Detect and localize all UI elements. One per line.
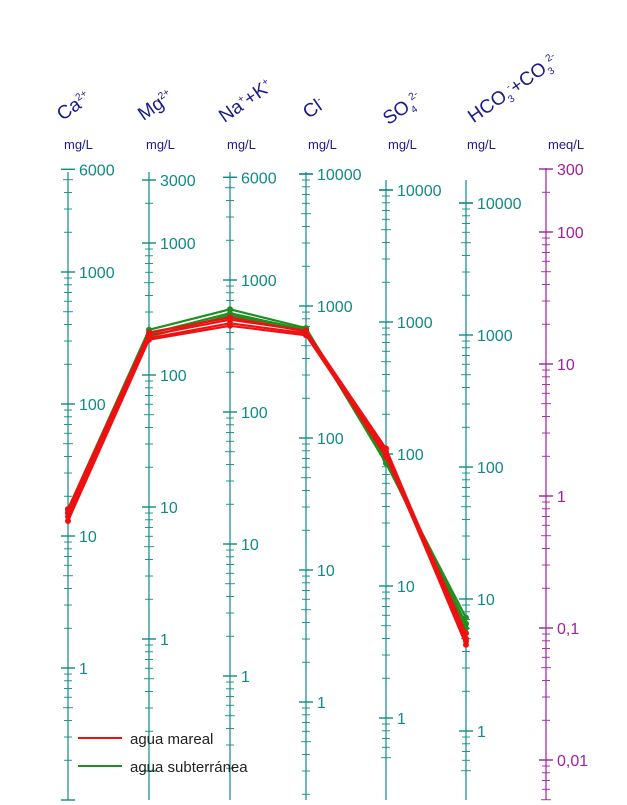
legend: agua mareal agua subterránea	[78, 731, 248, 776]
axis-tick-label: 10000	[397, 183, 442, 200]
axes-layer: 6000100010010130001000100101600010001001…	[61, 162, 588, 801]
series-line-agua-subterr-nea	[66, 308, 467, 625]
axis-tick-label: 10000	[317, 167, 362, 184]
axis-tick-label: 10	[241, 537, 259, 554]
unit-meq: meq/L	[548, 137, 585, 152]
axis-tick-label: 100	[397, 447, 424, 464]
axis-tick-label: 10	[160, 500, 178, 517]
data-point-agua-mareal	[146, 329, 152, 336]
axis-tick-label: 1	[241, 669, 250, 686]
axis-tick-label: 6000	[241, 170, 277, 187]
axis-ca: 6000 1000 100 10 1	[61, 162, 115, 801]
axis-tick-label: 1	[557, 489, 566, 506]
unit-cl: mg/L	[308, 137, 337, 152]
series-line-agua-subterr-nea	[66, 312, 467, 619]
axis-tick-label: 0,01	[557, 753, 588, 770]
series-line-agua-mareal	[66, 322, 468, 642]
series-line-agua-mareal	[67, 316, 468, 634]
axis-so4: 10000 1000 100 10 1	[379, 180, 442, 800]
axis-tick-label: 100	[557, 225, 584, 242]
axis-tick-label: 100	[317, 431, 344, 448]
axis-tick-label: 10	[557, 357, 575, 374]
unit-so4: mg/L	[388, 137, 417, 152]
data-point-agua-mareal	[303, 330, 309, 337]
axis-tick-label: 10000	[477, 196, 522, 213]
axis-tick-label: 100	[160, 368, 187, 385]
axis-meq: 300 100 10 1 0,1 0,01	[539, 162, 588, 801]
unit-mg: mg/L	[146, 137, 175, 152]
axis-tick-label: 100	[477, 460, 504, 477]
axis-tick-label: 1000	[317, 299, 353, 316]
series-line-agua-mareal	[66, 324, 468, 646]
axis-tick-label: 1	[317, 695, 326, 712]
axis-tick-label: 300	[557, 162, 584, 179]
data-point-agua-subterr-nea	[463, 614, 469, 621]
legend-label-agua-subterranea: agua subterránea	[130, 759, 248, 776]
axis-tick-label: 1000	[241, 273, 277, 290]
data-point-agua-mareal	[383, 453, 389, 460]
series-lines-layer	[65, 306, 469, 648]
data-point-agua-mareal	[227, 314, 233, 321]
axis-tick-label: 100	[241, 405, 268, 422]
axis-tick-label: 6000	[79, 162, 115, 179]
data-point-agua-mareal	[65, 513, 71, 520]
data-point-agua-mareal	[65, 518, 71, 524]
axis-tick-label: 1000	[397, 315, 433, 332]
data-point-agua-mareal	[463, 638, 469, 645]
unit-hco3: mg/L	[467, 137, 496, 152]
axis-hco3-co3: 10000 1000 100 10 1	[459, 180, 522, 800]
axis-tick-label: 0,1	[557, 621, 579, 638]
axis-tick-label: 1	[477, 724, 486, 741]
axis-tick-label: 1	[79, 661, 88, 678]
axis-tick-label: 100	[79, 397, 106, 414]
axis-tick-label: 1	[160, 632, 169, 649]
axis-tick-label: 1	[397, 711, 406, 728]
unit-ca: mg/L	[64, 137, 93, 152]
axis-tick-label: 3000	[160, 173, 196, 190]
axis-mg: 3000 1000 100 10 1	[142, 172, 196, 800]
legend-label-agua-mareal: agua mareal	[130, 731, 213, 748]
data-point-agua-mareal	[227, 320, 233, 327]
axis-tick-label: 10	[397, 579, 415, 596]
axis-na-k: 6000 1000 100 10 1	[223, 170, 277, 800]
axis-tick-label: 10	[79, 529, 97, 546]
axis-tick-label: 10	[477, 592, 495, 609]
data-point-agua-mareal	[65, 506, 71, 513]
unit-nak: mg/L	[227, 137, 256, 152]
axis-cl: 10000 1000 100 10 1	[299, 167, 362, 800]
data-point-agua-mareal	[463, 630, 469, 637]
axis-tick-label: 1000	[79, 265, 115, 282]
data-point-agua-mareal	[146, 335, 152, 342]
axis-tick-label: 10	[317, 563, 335, 580]
axis-tick-label: 1000	[477, 328, 513, 345]
axis-tick-label: 1000	[160, 236, 196, 253]
